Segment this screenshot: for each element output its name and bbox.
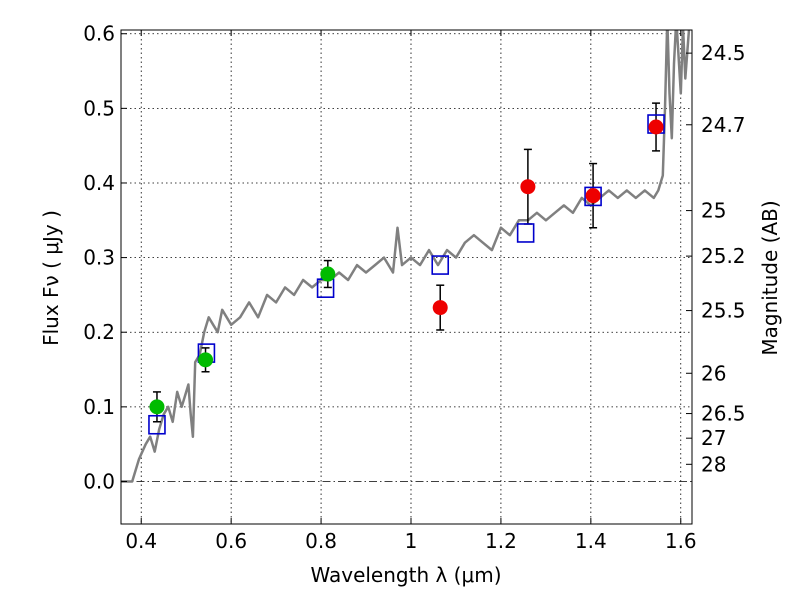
y-tick-label: 0.6 [83, 22, 115, 46]
plot-frame [120, 29, 693, 525]
x-tick-label: 0.8 [305, 529, 337, 553]
right-tick-label: 26 [701, 361, 726, 385]
photometry-point [520, 179, 536, 195]
model-band-square [148, 414, 166, 435]
photometry-point [320, 266, 336, 282]
model-band-square [584, 186, 602, 207]
x-tick-label: 0.4 [125, 529, 157, 553]
right-tick-label: 25.2 [701, 244, 746, 268]
y-axis-label: Flux Fν ( μJy ) [39, 210, 63, 346]
model-band-points [148, 114, 665, 435]
model-band-square [516, 223, 535, 243]
y-tick-label: 0.5 [83, 96, 115, 120]
model-band-square [431, 255, 450, 275]
x-tick-label: 1.4 [575, 529, 607, 553]
right-tick-label: 28 [701, 452, 726, 476]
photometry-point [198, 352, 214, 368]
right-tick-label: 24.7 [701, 113, 746, 137]
gridlines [121, 30, 692, 524]
x-axis-label: Wavelength λ (μm) [310, 563, 501, 587]
y-tick-label: 0.4 [83, 171, 115, 195]
x-tick-label: 0.6 [215, 529, 247, 553]
x-tick-label: 1 [405, 529, 418, 553]
right-tick-label: 24.5 [701, 41, 746, 65]
y-tick-label: 0.2 [83, 320, 115, 344]
axis-ticks [121, 30, 692, 524]
y-tick-label: 0.0 [83, 469, 115, 493]
right-tick-label: 25.5 [701, 299, 746, 323]
photometry-point [648, 119, 664, 135]
photometry-point [432, 300, 448, 316]
photometry-point [585, 188, 601, 204]
x-tick-label: 1.2 [485, 529, 517, 553]
right-tick-label: 27 [701, 426, 726, 450]
y-tick-label: 0.1 [83, 395, 115, 419]
x-tick-label: 1.6 [665, 529, 697, 553]
right-tick-label: 26.5 [701, 402, 746, 426]
spectrum-series [121, 30, 691, 483]
photometry-points [149, 119, 664, 415]
right-axis-label: Magnitude (AB) [758, 200, 782, 355]
right-tick-label: 25 [701, 199, 726, 223]
spectrum-line [121, 30, 691, 483]
y-tick-label: 0.3 [83, 246, 115, 270]
photometry-point [149, 399, 165, 415]
tick-labels: 0.4 0.6 0.8 1 1.2 1.4 1.6 0.0 0.1 0.2 0.3 0.4 0.5 0.6… [83, 22, 745, 553]
